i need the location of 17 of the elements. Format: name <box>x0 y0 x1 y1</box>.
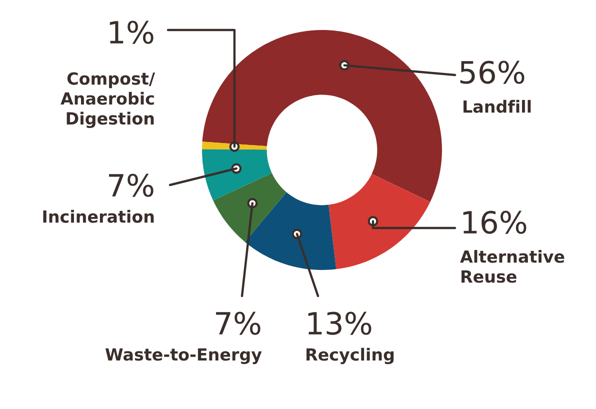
donut-slice <box>213 173 287 242</box>
data-label: 7% <box>109 174 154 197</box>
data-label: 16% <box>463 210 526 234</box>
slice-label: Landfill <box>464 100 531 113</box>
slice-label: Incineration <box>43 210 154 223</box>
data-label: 13% <box>308 312 372 335</box>
donut-slice <box>244 192 336 270</box>
data-label: 56% <box>460 60 524 84</box>
data-label: 7% <box>216 312 260 335</box>
slice-label: Alternative Reuse <box>460 250 564 283</box>
donut-slice <box>202 30 442 202</box>
donut-slice <box>202 149 272 200</box>
slice-label: Waste-to-Energy <box>105 348 262 364</box>
slice-label: Compost/ Anaerobic Digestion <box>60 72 155 128</box>
data-label: 1% <box>110 20 154 44</box>
slice-label: Recycling <box>306 348 394 364</box>
donut-slice <box>328 174 430 270</box>
